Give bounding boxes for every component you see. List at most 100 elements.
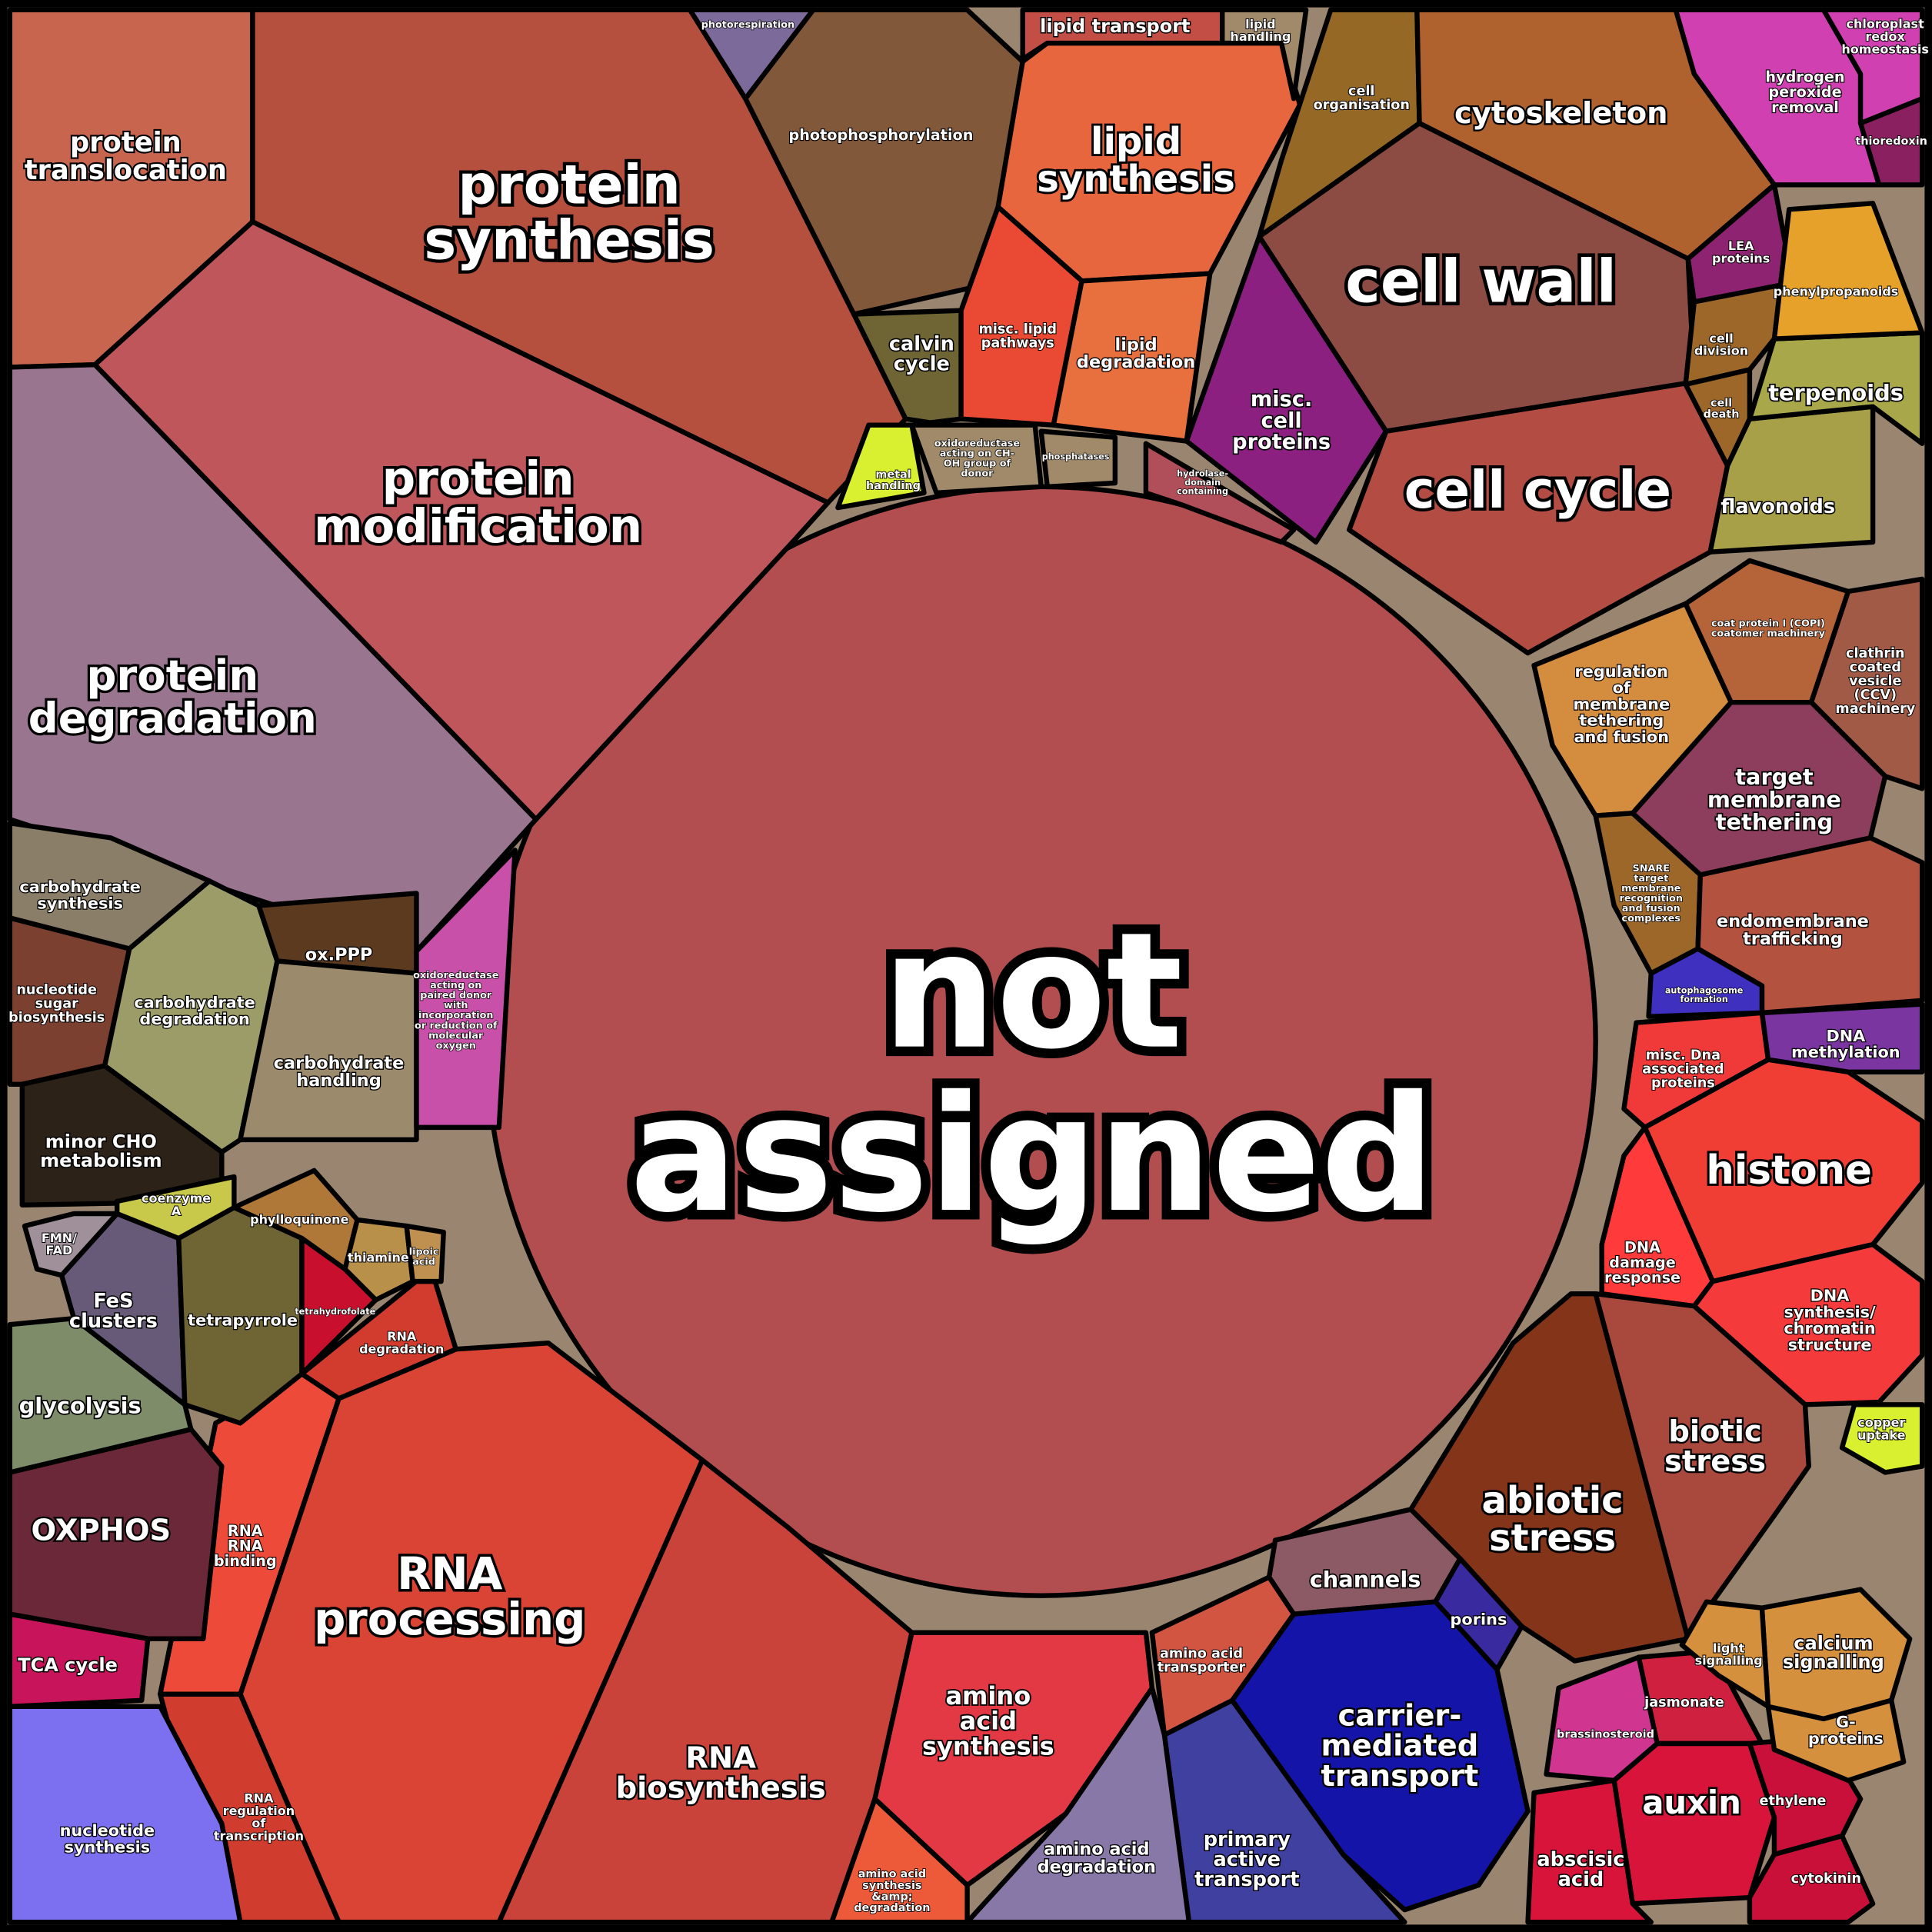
label-line: degradation: [1038, 1857, 1156, 1877]
cell-label: cell death: [1704, 398, 1740, 421]
label-line: signalling: [1783, 1651, 1884, 1673]
cell-label: ox.PPP: [305, 944, 373, 964]
label-line: flavonoids: [1720, 495, 1835, 518]
label-line: glycolysis: [19, 1393, 142, 1419]
cell: [404, 1223, 446, 1284]
label-line: phosphatases: [1042, 451, 1110, 461]
label-line: regulation: [1575, 662, 1668, 681]
label-line: acid: [960, 1707, 1018, 1736]
cell-label: photorespiration: [701, 19, 794, 31]
label-line: biotic: [1668, 1414, 1761, 1448]
cell-label: brassinosteroid: [1557, 1729, 1654, 1741]
label-line: of: [251, 1816, 266, 1830]
label-line: proteins: [1232, 430, 1331, 454]
label-line: terpenoids: [1768, 380, 1904, 406]
cell: [7, 1315, 194, 1475]
cell: [7, 1704, 243, 1925]
label-line: light: [1713, 1641, 1745, 1655]
label-line: and fusion: [1622, 903, 1681, 914]
label-line: cell: [1709, 331, 1733, 345]
cell: [1646, 946, 1765, 1019]
cell-label: light signalling: [1695, 1641, 1763, 1667]
label-line: autophagosome: [1665, 986, 1744, 996]
label-line: response: [1604, 1268, 1681, 1286]
label-line: trafficking: [1743, 928, 1843, 948]
label-line: processing: [314, 1592, 585, 1644]
label-line: misc. Dna: [1646, 1048, 1720, 1064]
label-line: transport: [1194, 1868, 1300, 1891]
label-line: amino acid: [1044, 1839, 1149, 1859]
cell: [7, 1611, 151, 1710]
cell-label: coenzyme A: [142, 1191, 211, 1217]
cell: [1765, 1697, 1907, 1784]
label-line: or reduction of: [415, 1020, 498, 1031]
cell-label: LEA proteins: [1712, 238, 1770, 265]
cell-label: carbohydrate synthesis: [19, 878, 141, 912]
label-line: clusters: [69, 1310, 158, 1333]
cell: [1747, 1833, 1876, 1925]
label-line: carbohydrate: [134, 994, 255, 1012]
cell: [909, 422, 1044, 496]
cell-label: nucleotide synthesis: [60, 1821, 155, 1856]
label-line: calvin: [889, 332, 954, 355]
cell-label: phenylpropanoids: [1774, 284, 1899, 298]
label-line: oxidoreductase: [934, 438, 1021, 449]
label-line: carbohydrate: [274, 1053, 405, 1073]
cell-label: misc. lipid pathways: [979, 321, 1057, 351]
cell-label: hydrogen peroxide removal: [1765, 68, 1844, 115]
label-line: cell: [1710, 398, 1732, 410]
label-line: tetrahydrofolate: [295, 1307, 375, 1317]
label-line: assigned: [630, 1062, 1435, 1248]
label-line: complexes: [1621, 913, 1681, 924]
label-line: FeS: [93, 1290, 133, 1313]
label-line: amino acid: [858, 1868, 926, 1880]
label-line: donor: [961, 468, 994, 479]
label-line: handling: [1230, 29, 1291, 44]
cell-label: amino acid degradation: [1038, 1839, 1156, 1877]
cell-label: terpenoids: [1768, 380, 1904, 406]
label-line: ethylene: [1760, 1794, 1827, 1809]
cell-label: metal handling: [866, 468, 921, 492]
cell-label: flavonoids: [1720, 495, 1835, 518]
label-line: lipid: [1091, 120, 1181, 163]
label-line: cytokinin: [1791, 1871, 1861, 1887]
label-line: synthesis: [65, 1837, 151, 1856]
cell-label: cell cycle: [1404, 459, 1671, 519]
cell: [1525, 1777, 1654, 1925]
cell-label: misc. cell proteins: [1232, 388, 1331, 455]
cell-label: auxin: [1642, 1784, 1741, 1821]
cell: [1683, 281, 1792, 388]
label-line: associated: [1642, 1062, 1724, 1078]
cell-label: oxidoreductase acting on paired donor with i…: [413, 969, 499, 1051]
label-line: cycle: [894, 352, 950, 375]
cell-label: porins: [1451, 1611, 1507, 1629]
label-line: tetrapyrrole: [188, 1311, 298, 1329]
cell-label: calvin cycle: [889, 332, 954, 375]
label-line: sugar: [35, 997, 79, 1012]
cells: [7, 7, 1925, 1925]
label-line: pathways: [981, 335, 1054, 351]
cell-label: RNA degradation: [359, 1329, 444, 1356]
label-line: FMN/: [42, 1230, 77, 1244]
label-line: DNA: [1810, 1287, 1850, 1305]
label-line: lipid: [1115, 335, 1158, 355]
label-line: transporter: [1158, 1661, 1246, 1676]
label-line: abiotic: [1481, 1479, 1623, 1522]
cell-label: protein translocation: [25, 127, 227, 186]
label-line: clathrin: [1846, 646, 1905, 661]
cell-label: RNA processing: [314, 1547, 585, 1645]
cell: [1184, 234, 1389, 545]
cell-label: DNA methylation: [1791, 1027, 1900, 1061]
label-line: degradation: [139, 1010, 249, 1028]
label-line: active: [1213, 1848, 1281, 1871]
cell-label: coat protein I (COPI) coatomer machinery: [1711, 618, 1826, 639]
label-line: ox.PPP: [305, 944, 373, 964]
label-line: signalling: [1695, 1653, 1763, 1667]
cell-label: oxidoreductase acting on CH-OH group of do…: [934, 438, 1021, 479]
cell: [958, 204, 1084, 428]
label-line: coenzyme: [142, 1191, 211, 1205]
label-line: not: [882, 899, 1183, 1085]
label-line: amino: [945, 1681, 1031, 1710]
label-line: binding: [214, 1552, 277, 1570]
